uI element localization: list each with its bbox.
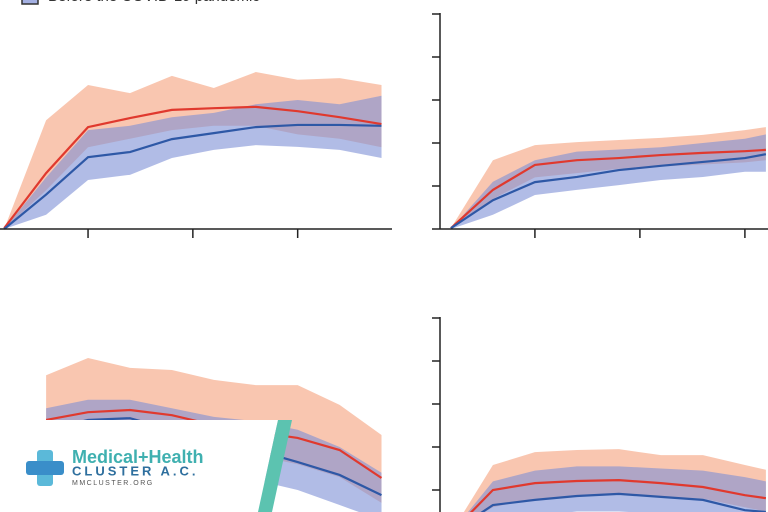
legend-label: Before the COVID-19 pandemic <box>48 0 260 5</box>
line <box>450 153 767 230</box>
logo-url: MMCLUSTER.ORG <box>72 480 154 487</box>
logo-sub: CLUSTER A.C. <box>72 463 199 478</box>
line <box>450 148 766 229</box>
logo-background <box>0 420 278 512</box>
line <box>3 123 382 230</box>
icon-bar <box>26 461 64 475</box>
line <box>480 492 766 512</box>
line <box>3 105 382 229</box>
confidence-band <box>468 466 766 512</box>
logo-icon <box>26 450 64 486</box>
confidence-band <box>450 134 766 229</box>
confidence-band <box>4 95 382 229</box>
legend-swatch <box>21 0 39 5</box>
logo-stripe <box>258 420 292 512</box>
line <box>469 479 767 512</box>
logo-brand: Medical+Health <box>72 447 204 467</box>
logo: Medical+Health CLUSTER A.C. MMCLUSTER.OR… <box>0 420 292 512</box>
